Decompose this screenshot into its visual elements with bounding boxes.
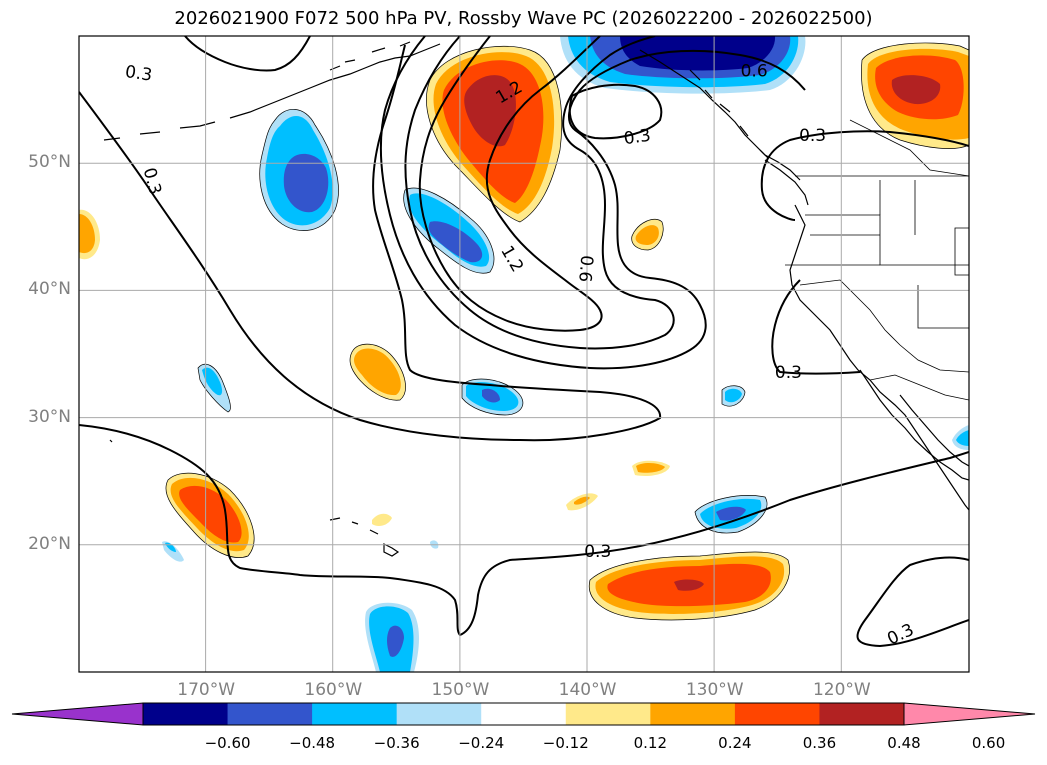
contour-label: 0.3 [584, 542, 611, 562]
colorbar [11, 702, 1036, 726]
colorbar-tick-label: −0.60 [204, 734, 251, 752]
lon-tick-label: 130°W [685, 680, 744, 700]
positive-anomaly-canada [861, 42, 969, 149]
colorbar-segment [481, 703, 567, 725]
colorbar-frame [142, 702, 905, 726]
contour-label: 0.3 [623, 126, 653, 150]
anomaly-outlines [165, 42, 969, 621]
coastlines [103, 41, 969, 557]
contour-label: 0.3 [124, 62, 154, 86]
contour-0.3-north-mid [568, 83, 663, 140]
colorbar-segment [565, 703, 651, 725]
colorbar-segment [227, 703, 313, 725]
colorbar-segment [819, 703, 905, 725]
colorbar-extend-low [11, 702, 144, 726]
lon-tick-label: 120°W [812, 680, 871, 700]
contour-label: 0.6 [741, 61, 768, 81]
contour-0.6-outer [379, 36, 806, 370]
colorbar-segment [312, 703, 398, 725]
contour-label: 0.6 [574, 254, 596, 283]
contour-0.3-se [856, 556, 969, 648]
colorbar-segment [396, 703, 482, 725]
colorbar-segment [650, 703, 736, 725]
colorbar-segment [143, 703, 229, 725]
colorbar-tick-label: −0.24 [458, 734, 505, 752]
lon-tick-label: 140°W [558, 680, 617, 700]
colorbar-segments [143, 703, 905, 725]
colorbar-tick-label: −0.48 [289, 734, 336, 752]
contour-label: 1.2 [496, 242, 527, 275]
lon-tick-label: 150°W [431, 680, 490, 700]
negative-anomaly-alaska [560, 36, 806, 94]
contour-0.3-west [79, 44, 662, 442]
contour-0.3-ca [771, 279, 861, 375]
contour-0.9 [404, 36, 675, 350]
map-title: 2026021900 F072 500 hPa PV, Rossby Wave … [174, 8, 873, 29]
contour-0.3-loop [184, 36, 311, 72]
colorbar-tick-label: 0.12 [633, 734, 668, 752]
map-frame [78, 35, 970, 673]
lon-tick-label: 160°W [304, 680, 363, 700]
colorbar-segment [734, 703, 820, 725]
colorbar-tick-label: 0.48 [887, 734, 921, 752]
pv-anomaly-fills [79, 36, 969, 672]
lat-tick-label: 40°N [28, 279, 71, 300]
positive-anomaly-tropical [589, 552, 790, 620]
lat-tick-label: 30°N [28, 406, 71, 427]
contour-label: 0.3 [139, 166, 165, 197]
negative-anomaly-south [365, 602, 419, 672]
negative-anomaly-north-pacific [259, 109, 339, 231]
lon-tick-label: 170°W [177, 680, 236, 700]
contour-label: 0.3 [799, 126, 826, 146]
positive-anomaly-gulf [426, 46, 562, 222]
political-boundaries [785, 119, 969, 401]
colorbar-tick-label: −0.12 [542, 734, 589, 752]
contour-1.2-inner [418, 36, 603, 332]
colorbar-tick-label: 0.60 [971, 734, 1006, 752]
colorbar-tick-label: 0.24 [718, 734, 752, 752]
pv-contours [79, 36, 969, 648]
gridlines [79, 36, 969, 672]
colorbar-tick-label: 0.36 [802, 734, 837, 752]
negative-anomaly-streak [403, 188, 494, 274]
colorbar-extend-high [903, 702, 1036, 726]
contour-0.3-south [79, 424, 969, 637]
lat-tick-label: 20°N [28, 533, 71, 554]
contour-label: 0.3 [775, 363, 802, 383]
contour-0.3-bc [760, 130, 969, 221]
lat-tick-label: 50°N [28, 152, 71, 173]
colorbar-tick-label: −0.36 [373, 734, 420, 752]
contour-labels: 0.30.31.21.2 0.60.30.60.30.30.30.3 [124, 61, 917, 649]
